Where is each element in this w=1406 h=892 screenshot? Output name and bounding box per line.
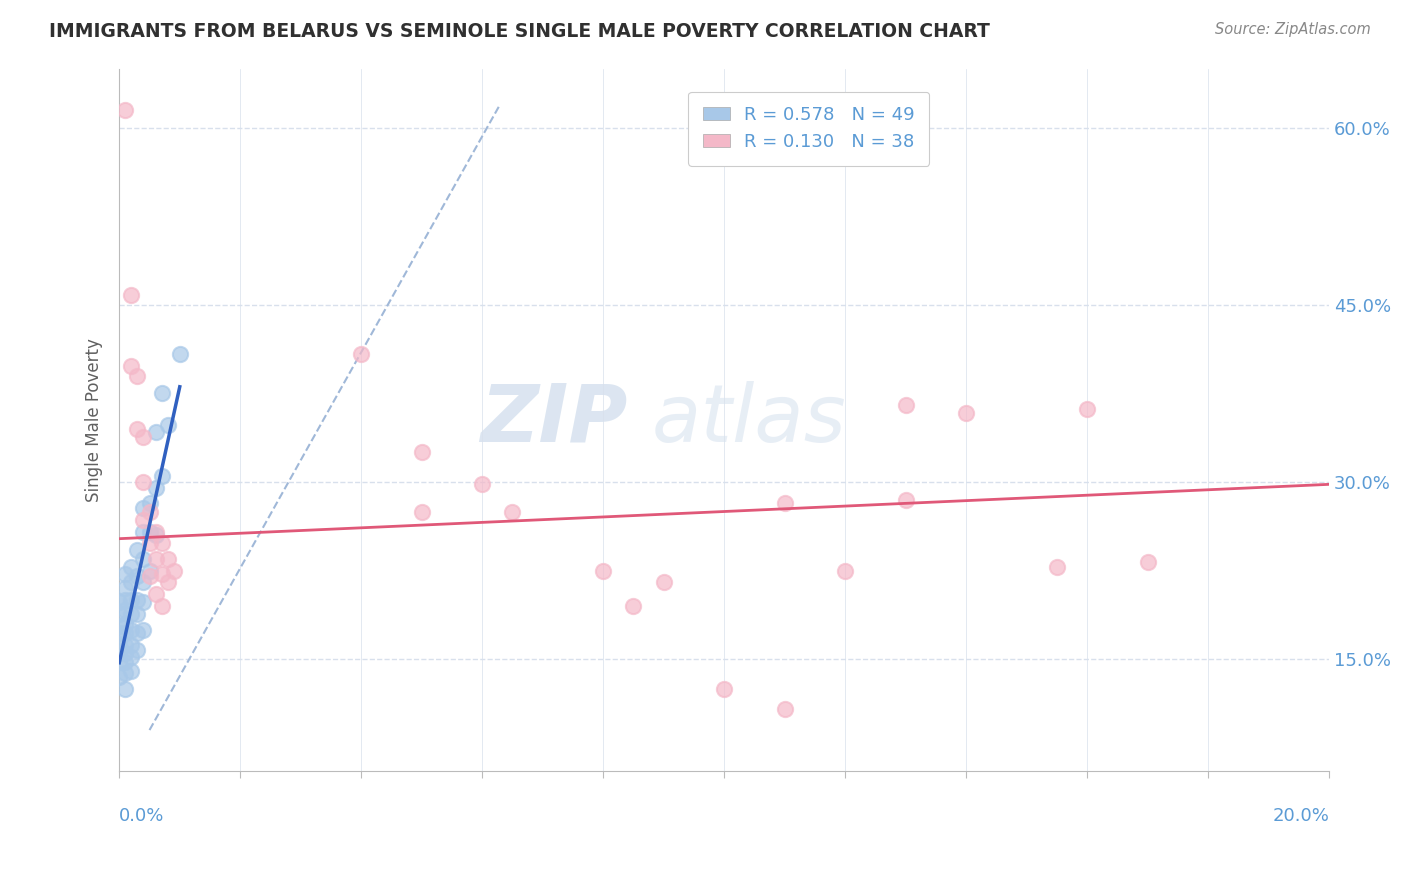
Point [127, 368, 149, 383]
Point [114, 626, 136, 640]
Text: Source: ZipAtlas.com: Source: ZipAtlas.com [1215, 22, 1371, 37]
Point [132, 595, 155, 609]
Point [132, 524, 155, 539]
Point [132, 623, 155, 637]
Point [120, 593, 142, 607]
Point [834, 564, 856, 578]
Point [120, 560, 142, 574]
Point [150, 386, 173, 401]
Point [114, 646, 136, 660]
Point [108, 646, 131, 660]
Point [169, 347, 191, 361]
Point [163, 564, 186, 578]
Point [114, 602, 136, 616]
Point [108, 626, 131, 640]
Point [127, 543, 149, 558]
Point [114, 567, 136, 582]
Point [894, 492, 917, 507]
Point [114, 655, 136, 669]
Point [955, 407, 977, 421]
Point [108, 637, 131, 651]
Y-axis label: Single Male Poverty: Single Male Poverty [86, 338, 103, 502]
Point [132, 513, 155, 527]
Point [411, 504, 433, 518]
Point [894, 398, 917, 412]
Point [156, 575, 179, 590]
Point [150, 599, 173, 613]
Point [114, 666, 136, 681]
Point [114, 681, 136, 696]
Point [127, 626, 149, 640]
Point [114, 593, 136, 607]
Point [592, 564, 614, 578]
Point [150, 469, 173, 483]
Point [132, 430, 155, 444]
Point [1076, 401, 1098, 416]
Point [114, 616, 136, 631]
Point [145, 551, 167, 566]
Point [114, 638, 136, 652]
Legend: R = 0.578   N = 49, R = 0.130   N = 38: R = 0.578 N = 49, R = 0.130 N = 38 [689, 92, 929, 166]
Point [120, 664, 142, 678]
Point [120, 607, 142, 622]
Point [773, 496, 796, 510]
Point [138, 569, 160, 583]
Point [1046, 560, 1069, 574]
Point [114, 582, 136, 596]
Point [132, 500, 155, 515]
Point [145, 425, 167, 440]
Point [138, 536, 160, 550]
Point [132, 551, 155, 566]
Point [145, 481, 167, 495]
Point [773, 702, 796, 716]
Point [138, 564, 160, 578]
Point [150, 567, 173, 582]
Point [127, 607, 149, 622]
Point [127, 642, 149, 657]
Point [138, 496, 160, 510]
Point [114, 103, 136, 117]
Point [652, 575, 675, 590]
Point [132, 475, 155, 489]
Point [156, 551, 179, 566]
Point [120, 575, 142, 590]
Point [138, 504, 160, 518]
Point [138, 524, 160, 539]
Text: 0.0%: 0.0% [120, 806, 165, 824]
Point [132, 575, 155, 590]
Point [108, 607, 131, 622]
Point [471, 477, 494, 491]
Point [156, 418, 179, 433]
Text: 20.0%: 20.0% [1272, 806, 1329, 824]
Point [150, 536, 173, 550]
Point [623, 599, 645, 613]
Point [120, 359, 142, 374]
Point [108, 595, 131, 609]
Point [350, 347, 373, 361]
Point [108, 619, 131, 633]
Point [120, 649, 142, 664]
Point [145, 587, 167, 601]
Point [127, 569, 149, 583]
Text: atlas: atlas [651, 381, 846, 459]
Text: ZIP: ZIP [479, 381, 627, 459]
Point [145, 524, 167, 539]
Text: IMMIGRANTS FROM BELARUS VS SEMINOLE SINGLE MALE POVERTY CORRELATION CHART: IMMIGRANTS FROM BELARUS VS SEMINOLE SING… [49, 22, 990, 41]
Point [713, 681, 735, 696]
Point [145, 528, 167, 542]
Point [127, 422, 149, 436]
Point [127, 593, 149, 607]
Point [411, 445, 433, 459]
Point [108, 655, 131, 669]
Point [1136, 555, 1159, 569]
Point [501, 504, 523, 518]
Point [120, 623, 142, 637]
Point [108, 670, 131, 684]
Point [120, 638, 142, 652]
Point [120, 288, 142, 302]
